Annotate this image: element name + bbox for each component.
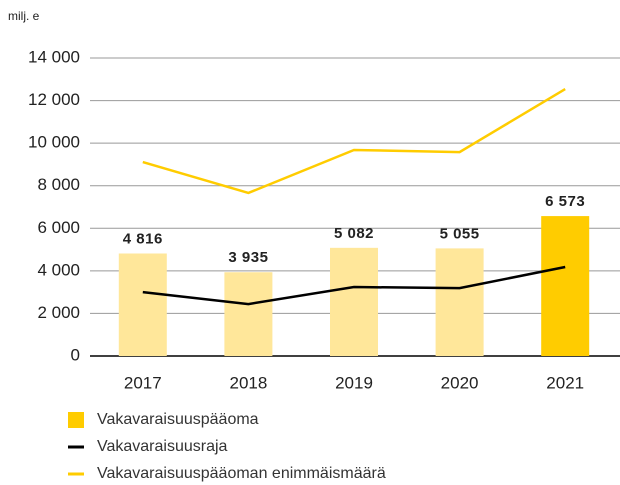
x-tick-label: 2019 <box>335 373 373 392</box>
legend-label: Vakavaraisuusraja <box>97 438 228 455</box>
line <box>142 88 566 195</box>
line <box>142 265 566 306</box>
bar <box>330 247 378 356</box>
bar <box>541 216 590 356</box>
bar <box>224 272 273 356</box>
x-tick-label: 2018 <box>229 373 267 392</box>
y-tick-label: 8 000 <box>37 175 80 194</box>
value-label: 6 573 <box>545 193 585 210</box>
x-tick-label: 2021 <box>546 373 584 392</box>
y-tick-label: 6 000 <box>37 218 80 237</box>
legend-label: Vakavaraisuuspääoman enimmäismäärä <box>97 465 386 482</box>
bar <box>435 248 484 356</box>
y-tick-label: 14 000 <box>28 47 80 66</box>
value-label: 5 082 <box>334 225 374 242</box>
y-tick-label: 0 <box>71 345 80 364</box>
y-tick-label: 10 000 <box>28 133 80 152</box>
unit-label: milj. e <box>8 9 40 23</box>
value-label: 5 055 <box>440 225 480 242</box>
x-tick-label: 2020 <box>441 373 479 392</box>
y-tick-label: 4 000 <box>37 260 80 279</box>
y-tick-label: 12 000 <box>28 90 80 109</box>
bar <box>118 253 167 356</box>
legend-swatch <box>68 412 84 428</box>
value-label: 3 935 <box>228 249 268 266</box>
legend-label: Vakavaraisuuspääoma <box>97 411 259 428</box>
y-tick-label: 2 000 <box>37 303 80 322</box>
x-tick-label: 2017 <box>124 373 162 392</box>
value-label: 4 816 <box>123 230 163 247</box>
